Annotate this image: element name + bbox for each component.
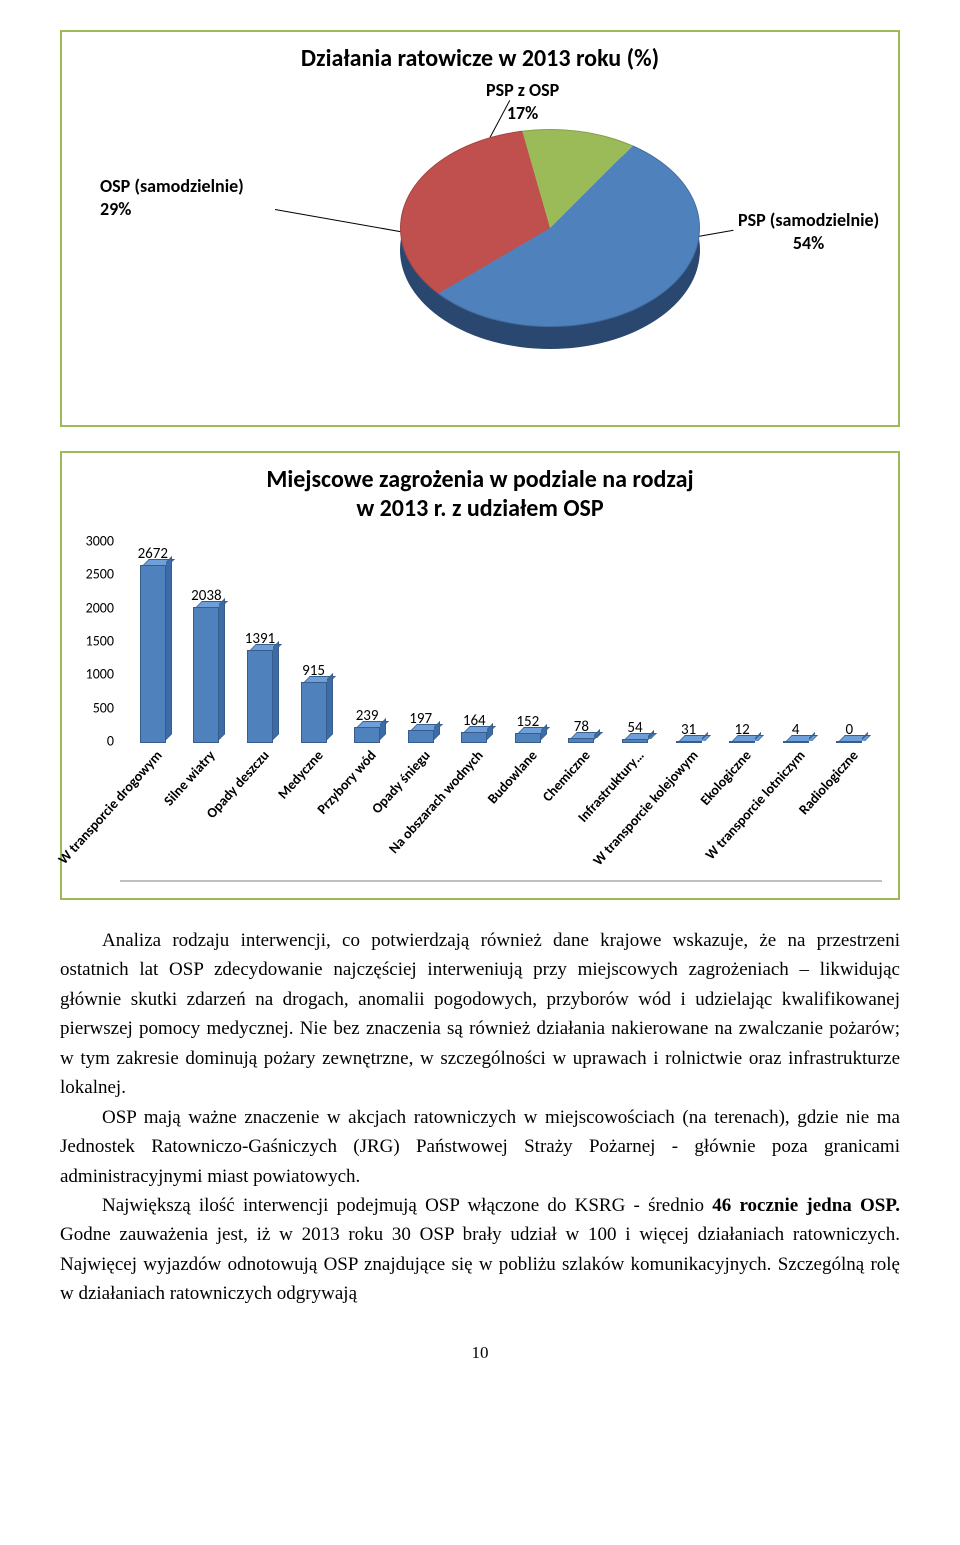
pie-label-value: 17%	[507, 102, 538, 124]
bar-column: 239	[340, 543, 394, 743]
bar	[354, 727, 380, 743]
bar-x-label: W transporcie lotniczym	[769, 747, 823, 882]
paragraph: Największą ilość interwencji podejmują O…	[60, 1191, 900, 1309]
pie-label-value: 54%	[793, 232, 824, 254]
bar-x-labels: W transporcie drogowymSilne wiatryOpady …	[126, 747, 876, 882]
bar-y-tick: 0	[107, 733, 114, 750]
bar-column: 4	[769, 543, 823, 743]
bar-side	[219, 598, 225, 740]
bar-column: 197	[394, 543, 448, 743]
bar	[783, 741, 809, 743]
page-number: 10	[60, 1343, 900, 1363]
bar-front	[301, 682, 327, 743]
bar	[461, 732, 487, 743]
bar-chart-panel: Miejscowe zagrożenia w podziale na rodza…	[60, 451, 900, 900]
pie-label-value: 29%	[100, 198, 131, 220]
bar	[836, 741, 862, 743]
bar-chart-title-l1: Miejscowe zagrożenia w podziale na rodza…	[70, 465, 890, 494]
bar-front	[247, 650, 273, 743]
paragraph: Analiza rodzaju interwencji, co potwierd…	[60, 926, 900, 1103]
bar	[676, 741, 702, 743]
bar	[515, 733, 541, 743]
bar-column: 12	[715, 543, 769, 743]
bar-front	[729, 741, 755, 743]
bar-x-label: Przybory wód	[340, 747, 394, 882]
bar-top	[839, 735, 871, 741]
bar-y-axis: 050010001500200025003000	[70, 533, 120, 733]
bar-x-label: Na obszarach wodnych	[447, 747, 501, 882]
bar-top	[732, 735, 764, 741]
bar-y-tick: 3000	[86, 533, 114, 550]
bar-x-label: Medyczne	[287, 747, 341, 882]
bar-front	[193, 607, 219, 743]
bar	[140, 565, 166, 743]
bar-side	[380, 718, 386, 740]
bar	[247, 650, 273, 743]
pie-label-line: OSP (samodzielnie)	[100, 175, 244, 197]
bar-side	[327, 673, 333, 740]
pie-label-psp-z-osp: PSP z OSP 17%	[486, 79, 559, 124]
bar-side	[273, 641, 279, 740]
pie-chart-title: Działania ratowicze w 2013 roku (%)	[70, 44, 890, 73]
bar	[729, 741, 755, 743]
bar-y-tick: 500	[93, 699, 114, 716]
bar-column: 2038	[180, 543, 234, 743]
bar-y-tick: 2000	[86, 599, 114, 616]
bar-front	[354, 727, 380, 743]
bar-x-label: W transporcie kolejowym	[662, 747, 716, 882]
pie-label-psp-samodzielnie: PSP (samodzielnie) 54%	[738, 209, 879, 254]
pie-label-osp-samodzielnie: OSP (samodzielnie) 29%	[100, 175, 244, 220]
bar-front	[515, 733, 541, 743]
bar-column: 915	[287, 543, 341, 743]
pie-label-line: PSP (samodzielnie)	[738, 209, 879, 231]
pie-chart-panel: Działania ratowicze w 2013 roku (%) PSP …	[60, 30, 900, 427]
pie-chart-area: PSP z OSP 17% OSP (samodzielnie) 29% PSP…	[70, 79, 890, 409]
bar	[622, 739, 648, 743]
bar-column: 152	[501, 543, 555, 743]
bar-front	[622, 739, 648, 743]
bar-front	[140, 565, 166, 743]
body-text: Analiza rodzaju interwencji, co potwierd…	[60, 926, 900, 1309]
bar-plot: 2672203813919152391971641527854311240	[126, 533, 876, 743]
bar-column: 1391	[233, 543, 287, 743]
bar-front	[676, 741, 702, 743]
bar	[408, 730, 434, 743]
bar	[301, 682, 327, 743]
pie-leader-line	[275, 209, 403, 233]
bar-front	[836, 741, 862, 743]
pie-3d-wrap	[390, 129, 710, 369]
bar-x-label: W transporcie drogowym	[126, 747, 180, 882]
pie-label-line: PSP z OSP	[486, 79, 559, 101]
bar-x-label: Budowlane	[501, 747, 555, 882]
bar-side	[594, 729, 600, 740]
bar-chart-title-l2: w 2013 r. z udziałem OSP	[70, 494, 890, 523]
bar-column: 31	[662, 543, 716, 743]
bar-front	[783, 741, 809, 743]
bar-front	[568, 738, 594, 743]
bar-chart-area: 0 500 1000 1500 2000 2500 3000 267220381391915…	[70, 523, 890, 882]
bar-x-label: Radiologiczne	[823, 747, 877, 882]
bar-front	[461, 732, 487, 743]
bar-x-label: Opady deszczu	[233, 747, 287, 882]
bar-y-tick: 2500	[86, 566, 114, 583]
paragraph: OSP mają ważne znaczenie w akcjach ratow…	[60, 1103, 900, 1191]
bar-column: 54	[608, 543, 662, 743]
bar	[568, 738, 594, 743]
bar	[193, 607, 219, 743]
bar-column: 2672	[126, 543, 180, 743]
bar-column: 78	[555, 543, 609, 743]
pie-disc	[400, 129, 700, 327]
bar-front	[408, 730, 434, 743]
bar-column: 164	[447, 543, 501, 743]
bar-y-tick: 1500	[86, 633, 114, 650]
bar-y-tick: 1000	[86, 666, 114, 683]
bar-side	[166, 556, 172, 740]
bar-column: 0	[823, 543, 877, 743]
